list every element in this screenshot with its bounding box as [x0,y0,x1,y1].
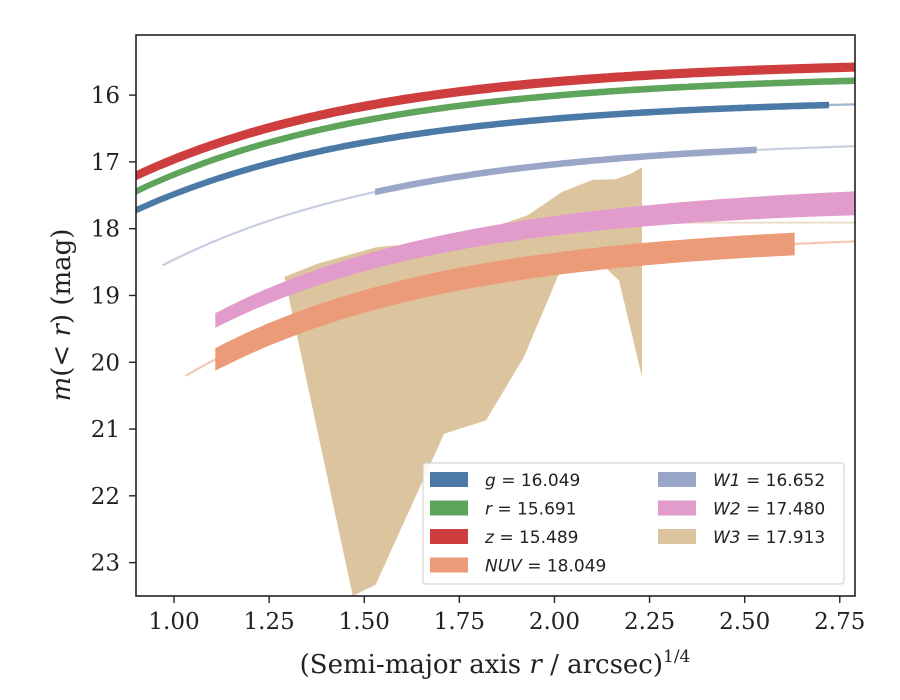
band-w1 [375,146,757,196]
model-line-g [136,103,855,212]
legend-label-w2: W2 = 17.480 [713,500,825,520]
legend-label-g: g = 16.049 [485,471,580,491]
legend-label-r: r = 15.691 [485,500,577,520]
legend-swatch-r [430,500,468,516]
legend-swatch-w2 [658,500,696,516]
band-g [136,101,830,214]
band-w2 [215,191,855,328]
legend-box [422,462,845,585]
band-z [136,62,855,181]
legend-swatch-z [430,529,468,544]
band-r [136,77,855,195]
legend-swatch-g [430,472,468,487]
y-tick-label: 23 [91,551,120,577]
plot-frame [135,34,856,597]
legend-swatch-w3 [658,529,696,544]
x-tick-label: 2.50 [719,609,770,635]
x-tick-label: 2.00 [529,609,580,635]
y-tick-label: 18 [91,217,120,243]
x-axis-title: (Semi-major axis r / arcsec)1/4 [300,647,691,680]
y-tick-label: 20 [91,350,120,376]
y-tick-label: 22 [91,484,120,510]
x-tick-label: 1.25 [244,609,295,635]
band-nuv [215,232,795,371]
x-axis: 1.00 1.25 1.50 1.75 2.00 2.25 2.50 2.75 [148,596,865,635]
x-tick-label: 2.25 [624,609,675,635]
legend-swatch-w1 [658,472,696,487]
y-tick-label: 16 [91,83,120,109]
legend-label-nuv: NUV = 18.049 [485,557,606,577]
legend-label-w3: W3 = 17.913 [713,528,825,548]
y-axis: 16 17 18 19 20 21 22 23 [91,83,136,577]
legend-label-z: z = 15.489 [484,528,578,548]
y-tick-label: 19 [91,283,120,309]
y-axis-title: m(< r) (mag) [47,229,77,402]
x-tick-label: 1.50 [339,609,390,635]
y-tick-label: 21 [91,417,120,443]
x-tick-label: 1.75 [434,609,485,635]
y-tick-label: 17 [91,150,120,176]
legend-swatch-nuv [430,557,468,573]
legend: g = 16.049 r = 15.691 z = 15.489 NUV = 18.0… [422,462,845,585]
x-tick-label: 1.00 [148,609,199,635]
x-tick-label: 2.75 [814,609,865,635]
legend-label-w1: W1 = 16.652 [713,471,825,491]
